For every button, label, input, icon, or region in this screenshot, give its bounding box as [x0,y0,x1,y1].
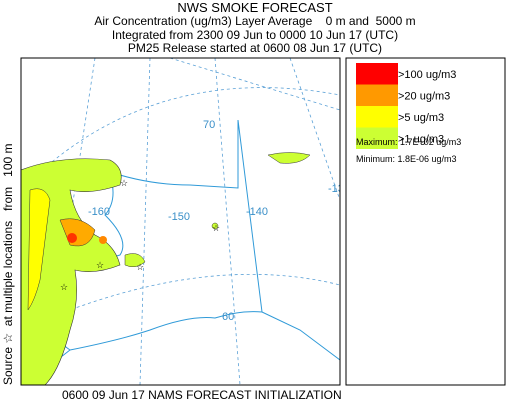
legend: >100 ug/m3 >20 ug/m3 >5 ug/m3 >1 ug/m3 [356,63,456,149]
graticule-label: -130 [328,183,350,195]
svg-text:☆: ☆ [96,260,104,270]
legend-swatch [356,106,398,128]
legend-label: >5 ug/m3 [398,112,444,124]
legend-swatch [356,84,398,106]
legend-label: >100 ug/m3 [398,69,456,81]
svg-text:☆: ☆ [60,282,68,292]
graticule-label: -150 [168,211,190,223]
map-frame [20,57,341,386]
legend-swatch [356,127,398,149]
footer: 0600 09 Jun 17 NAMS FORECAST INITIALIZAT… [62,388,342,401]
svg-text:☆: ☆ [136,262,144,272]
subtitle: Air Concentration (ug/m3) Layer Average … [94,14,415,28]
source-label: Source ☆ at multiple locations from 100 … [1,143,15,385]
graticule-label: 60 [222,311,234,323]
subtitle: Integrated from 2300 09 Jun to 0000 10 J… [112,28,398,42]
minimum: Minimum: 1.8E-06 ug/m3 [356,154,457,164]
maximum: Maximum: 1.7E+02 ug/m3 [356,137,461,147]
graticule-label: -160 [88,206,110,218]
graticule-label: -140 [246,206,268,218]
legend-swatch [356,63,398,85]
subtitle: PM25 Release started at 0600 08 Jun 17 (… [128,41,382,55]
title: NWS SMOKE FORECAST [177,0,332,15]
svg-text:☆: ☆ [120,178,128,188]
map: ☆ ☆ ☆ ☆ ☆ 70 -130 -1 -160 -150 -140 60 [21,58,350,385]
svg-text:☆: ☆ [212,223,220,233]
legend-label: >20 ug/m3 [398,91,450,103]
graticule-label: 70 [203,119,215,131]
legend-label: >1 ug/m3 [398,134,444,146]
